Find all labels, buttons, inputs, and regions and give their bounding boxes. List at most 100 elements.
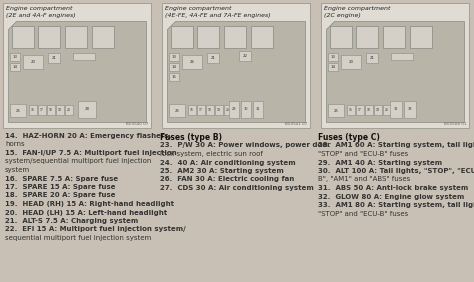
Text: Engine compartment: Engine compartment [324,6,391,11]
Text: sequential multiport fuel injection system: sequential multiport fuel injection syst… [5,235,151,241]
Text: Fuses (type C): Fuses (type C) [318,133,380,142]
Text: 14.  HAZ-HORN 20 A: Emergency flashers,: 14. HAZ-HORN 20 A: Emergency flashers, [5,133,172,139]
Bar [251,26,273,48]
Text: 23.  P/W 30 A: Power windows, power door: 23. P/W 30 A: Power windows, power door [160,142,330,149]
Bar [224,105,232,115]
Bar [65,26,87,48]
Bar [241,101,251,118]
Bar [48,53,60,63]
Text: B", "AM1" and "ABS" fuses: B", "AM1" and "ABS" fuses [318,177,410,182]
Text: 21: 21 [210,56,216,60]
Bar [169,53,179,61]
Text: 27.  CDS 30 A: Air conditioning system: 27. CDS 30 A: Air conditioning system [160,185,314,191]
Bar [229,101,239,118]
Bar [78,101,96,118]
Bar [239,51,251,61]
Bar [215,105,223,115]
Text: 14: 14 [172,65,176,69]
Text: Engine compartment: Engine compartment [6,6,73,11]
Text: B00540 07: B00540 07 [126,122,148,126]
Text: 29.  AM1 40 A: Starting system: 29. AM1 40 A: Starting system [318,160,442,166]
Bar [410,26,432,48]
Bar [347,105,355,115]
Text: 32.  GLOW 80 A: Engine glow system: 32. GLOW 80 A: Engine glow system [318,193,464,199]
Text: 20: 20 [226,108,230,112]
Text: 20: 20 [67,108,71,112]
Text: B00541 07: B00541 07 [285,122,307,126]
Text: 18: 18 [367,108,371,112]
Text: 16.  SPARE 7.5 A: Spare fuse: 16. SPARE 7.5 A: Spare fuse [5,175,118,182]
Polygon shape [167,21,305,122]
Bar [171,26,193,48]
Text: 15.  FAN-I/UP 7.5 A: Multiport fuel injection: 15. FAN-I/UP 7.5 A: Multiport fuel injec… [5,150,177,156]
Text: 20: 20 [30,60,36,64]
Bar [383,26,405,48]
Text: (2C engine): (2C engine) [324,13,361,18]
Text: 26.  FAN 30 A: Electric cooling fan: 26. FAN 30 A: Electric cooling fan [160,177,294,182]
Text: (4E-FE, 4A-FE and 7A-FE engines): (4E-FE, 4A-FE and 7A-FE engines) [165,13,271,18]
Text: 13: 13 [330,55,336,59]
Bar [65,105,73,115]
Text: 17: 17 [40,108,44,112]
Bar [224,26,246,48]
Text: B00508 01: B00508 01 [444,122,466,126]
Text: 17: 17 [199,108,203,112]
Bar [169,73,179,81]
Text: 20: 20 [348,60,354,64]
Text: 25.  AM2 30 A: Starting system: 25. AM2 30 A: Starting system [160,168,284,174]
Bar [10,63,20,71]
Text: 17: 17 [358,108,362,112]
Text: 19: 19 [217,108,221,112]
Text: 22.  EFI 15 A: Multiport fuel injection system/: 22. EFI 15 A: Multiport fuel injection s… [5,226,186,232]
Text: Fuses (type B): Fuses (type B) [160,133,222,142]
Bar [197,105,205,115]
Text: 20: 20 [385,108,389,112]
Text: 31.  ABS 50 A: Anti-lock brake system: 31. ABS 50 A: Anti-lock brake system [318,185,468,191]
Text: (2E and 4A-F engines): (2E and 4A-F engines) [6,13,76,18]
Bar [356,105,364,115]
Bar [206,105,214,115]
Bar [383,105,391,115]
Text: "STOP" and "ECU-B" fuses: "STOP" and "ECU-B" fuses [318,151,408,157]
Text: 21.  ALT-S 7.5 A: Charging system: 21. ALT-S 7.5 A: Charging system [5,218,138,224]
Bar [374,105,382,115]
Text: 16: 16 [31,108,35,112]
Text: 21: 21 [370,56,374,60]
Text: 13: 13 [172,55,176,59]
Text: 16: 16 [190,108,194,112]
Bar [207,53,219,63]
Text: 30.  ALT 100 A: Tail lights, "STOP", "ECU-: 30. ALT 100 A: Tail lights, "STOP", "ECU… [318,168,474,174]
Bar [73,53,95,60]
Text: system: system [5,167,30,173]
Bar [330,26,352,48]
Text: 14: 14 [12,65,18,69]
Bar [47,105,55,115]
Bar [328,53,338,61]
Bar [328,104,344,117]
Bar [10,104,26,117]
Text: 28: 28 [84,107,90,111]
Text: "STOP" and "ECU-B" fuses: "STOP" and "ECU-B" fuses [318,210,408,217]
Text: lock system, electric sun roof: lock system, electric sun roof [160,151,263,157]
Text: 18.  SPARE 20 A: Spare fuse: 18. SPARE 20 A: Spare fuse [5,193,116,199]
Bar [23,55,43,69]
Text: 24.  40 A: Air conditioning system: 24. 40 A: Air conditioning system [160,160,296,166]
Text: 25: 25 [16,109,20,113]
Bar [12,26,34,48]
Polygon shape [326,21,464,122]
Text: 25: 25 [174,109,180,113]
Bar [38,105,46,115]
Text: 26: 26 [190,60,194,64]
Bar [182,55,202,69]
Bar [391,53,413,60]
Text: horns: horns [5,142,25,147]
Text: 18: 18 [208,108,212,112]
Text: 31: 31 [256,107,260,111]
Text: 19.  HEAD (RH) 15 A: Right-hand headlight: 19. HEAD (RH) 15 A: Right-hand headlight [5,201,174,207]
Bar [38,26,60,48]
Bar [341,55,361,69]
Text: 15: 15 [172,75,176,79]
Text: Engine compartment: Engine compartment [165,6,231,11]
Bar [3,3,151,128]
Bar [366,53,378,63]
